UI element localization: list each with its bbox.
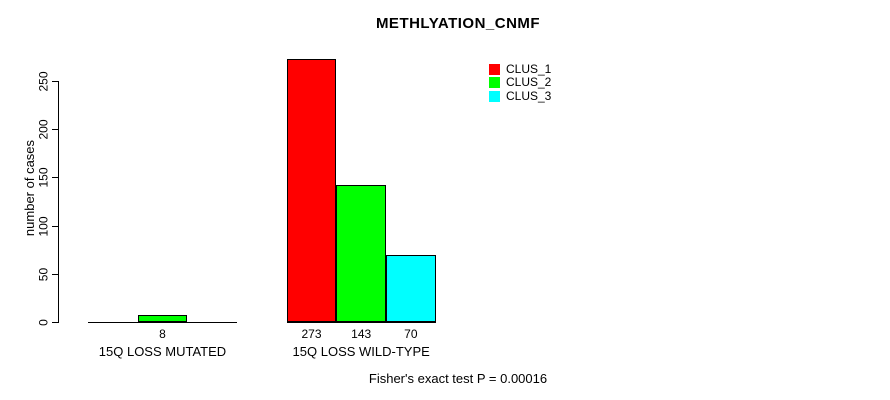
bar-value-label: 8 bbox=[159, 326, 166, 341]
legend-label: CLUS_3 bbox=[506, 88, 552, 103]
bar-value-label: 273 bbox=[301, 326, 322, 341]
x-axis-baseline bbox=[88, 322, 237, 323]
legend: CLUS_1 CLUS_2 CLUS_3 bbox=[489, 63, 551, 103]
y-tick bbox=[51, 273, 59, 275]
bar-clus_3 bbox=[386, 255, 436, 323]
x-category-label: 15Q LOSS WILD-TYPE bbox=[292, 343, 430, 359]
legend-item-clus_3: CLUS_3 bbox=[489, 88, 552, 103]
legend-swatch-icon bbox=[489, 77, 500, 89]
bar-clus_2 bbox=[336, 184, 387, 323]
bar-value-label: 70 bbox=[404, 326, 418, 341]
y-axis-line bbox=[58, 81, 59, 323]
y-tick-label: 200 bbox=[36, 119, 51, 140]
y-tick bbox=[51, 225, 59, 227]
x-category-label: 15Q LOSS MUTATED bbox=[98, 343, 227, 359]
y-tick bbox=[51, 129, 59, 131]
y-tick-label: 250 bbox=[36, 71, 51, 92]
chart-title: METHLYATION_CNMF bbox=[375, 15, 541, 32]
bar-clus_2 bbox=[137, 314, 188, 323]
y-tick bbox=[51, 322, 59, 323]
stat-annotation: Fisher's exact test P = 0.00016 bbox=[368, 371, 548, 386]
legend-swatch-icon bbox=[489, 90, 500, 102]
legend-item-clus_1: CLUS_1 bbox=[489, 63, 551, 76]
legend-swatch-icon bbox=[489, 64, 500, 76]
bar-clus_1 bbox=[286, 59, 337, 323]
legend-label: CLUS_2 bbox=[506, 75, 552, 90]
y-tick-label: 50 bbox=[36, 267, 51, 281]
y-tick-label: 0 bbox=[36, 319, 51, 326]
y-tick-label: 100 bbox=[36, 216, 51, 237]
y-tick bbox=[51, 81, 59, 82]
legend-item-clus_2: CLUS_2 bbox=[489, 76, 551, 89]
y-tick bbox=[51, 177, 59, 179]
y-tick-label: 150 bbox=[36, 167, 51, 188]
x-axis-baseline bbox=[286, 322, 436, 323]
bar-value-label: 143 bbox=[351, 326, 372, 341]
legend-label: CLUS_1 bbox=[506, 62, 552, 77]
